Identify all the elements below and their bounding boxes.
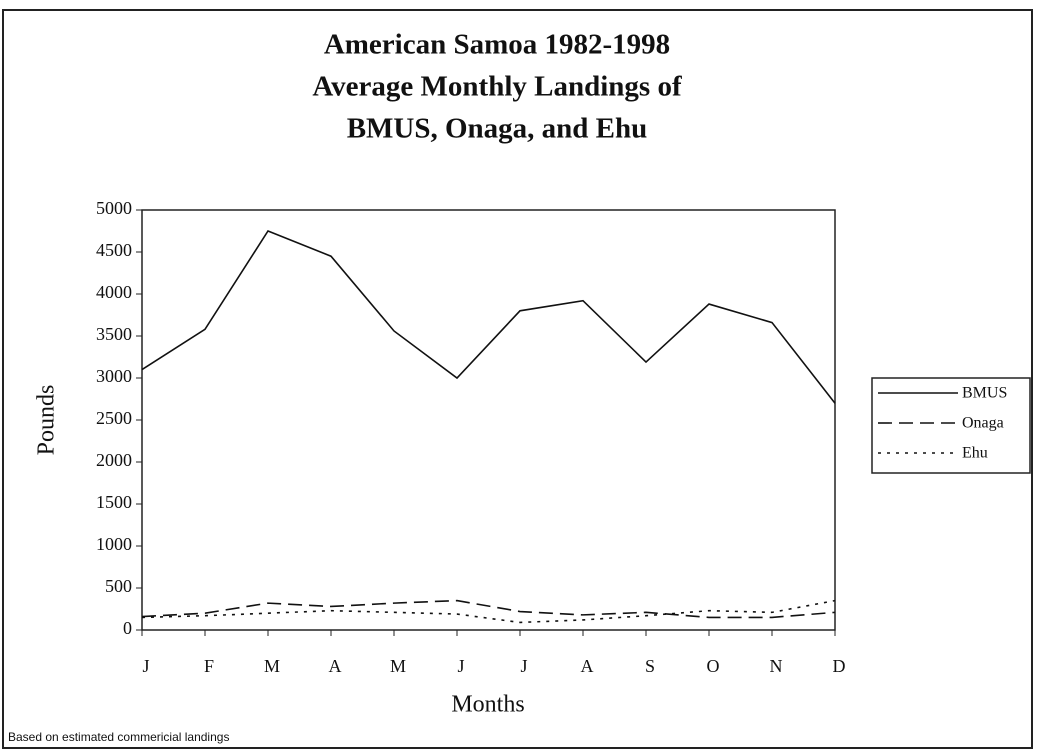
y-tick-label: 1500 <box>96 492 132 512</box>
y-tick-label: 4000 <box>96 282 132 302</box>
y-tick-label: 0 <box>123 618 132 638</box>
x-tick-label: M <box>390 656 406 676</box>
series-line <box>141 599 836 624</box>
y-tick-label: 2000 <box>96 450 132 470</box>
x-tick-label: A <box>581 656 594 676</box>
x-tick-label: N <box>770 656 783 676</box>
x-tick-label: F <box>204 656 214 676</box>
x-tick-label: J <box>142 656 149 676</box>
frame <box>2 9 1033 749</box>
y-tick-label: 2500 <box>96 408 132 428</box>
legend-box <box>871 377 1031 474</box>
series-line <box>141 230 836 404</box>
chart-title: American Samoa 1982-1998 <box>324 29 670 61</box>
y-tick-label: 1000 <box>96 534 132 554</box>
x-tick-label: O <box>707 656 720 676</box>
y-tick-label: 3500 <box>96 324 132 344</box>
x-tick-label: J <box>457 656 464 676</box>
y-tick-label: 500 <box>105 576 132 596</box>
chart-title: Average Monthly Landings of <box>312 71 682 103</box>
legend-label: Ehu <box>962 445 988 462</box>
x-tick-label: J <box>520 656 527 676</box>
legend-label: BMUS <box>962 385 1007 402</box>
legend-label: Onaga <box>962 415 1004 432</box>
footnote: Based on estimated commericial landings <box>8 730 229 744</box>
x-axis-label: Months <box>451 692 524 718</box>
y-tick-label: 3000 <box>96 366 132 386</box>
x-tick-label: S <box>645 656 655 676</box>
x-tick-label: D <box>833 656 846 676</box>
x-tick-label: A <box>329 656 342 676</box>
chart-title: BMUS, Onaga, and Ehu <box>347 113 648 145</box>
y-tick-label: 4500 <box>96 240 132 260</box>
y-axis-label: Pounds <box>34 385 60 456</box>
x-tick-label: M <box>264 656 280 676</box>
plot-area <box>141 209 836 631</box>
y-tick-label: 5000 <box>96 198 132 218</box>
series-line <box>141 599 836 619</box>
